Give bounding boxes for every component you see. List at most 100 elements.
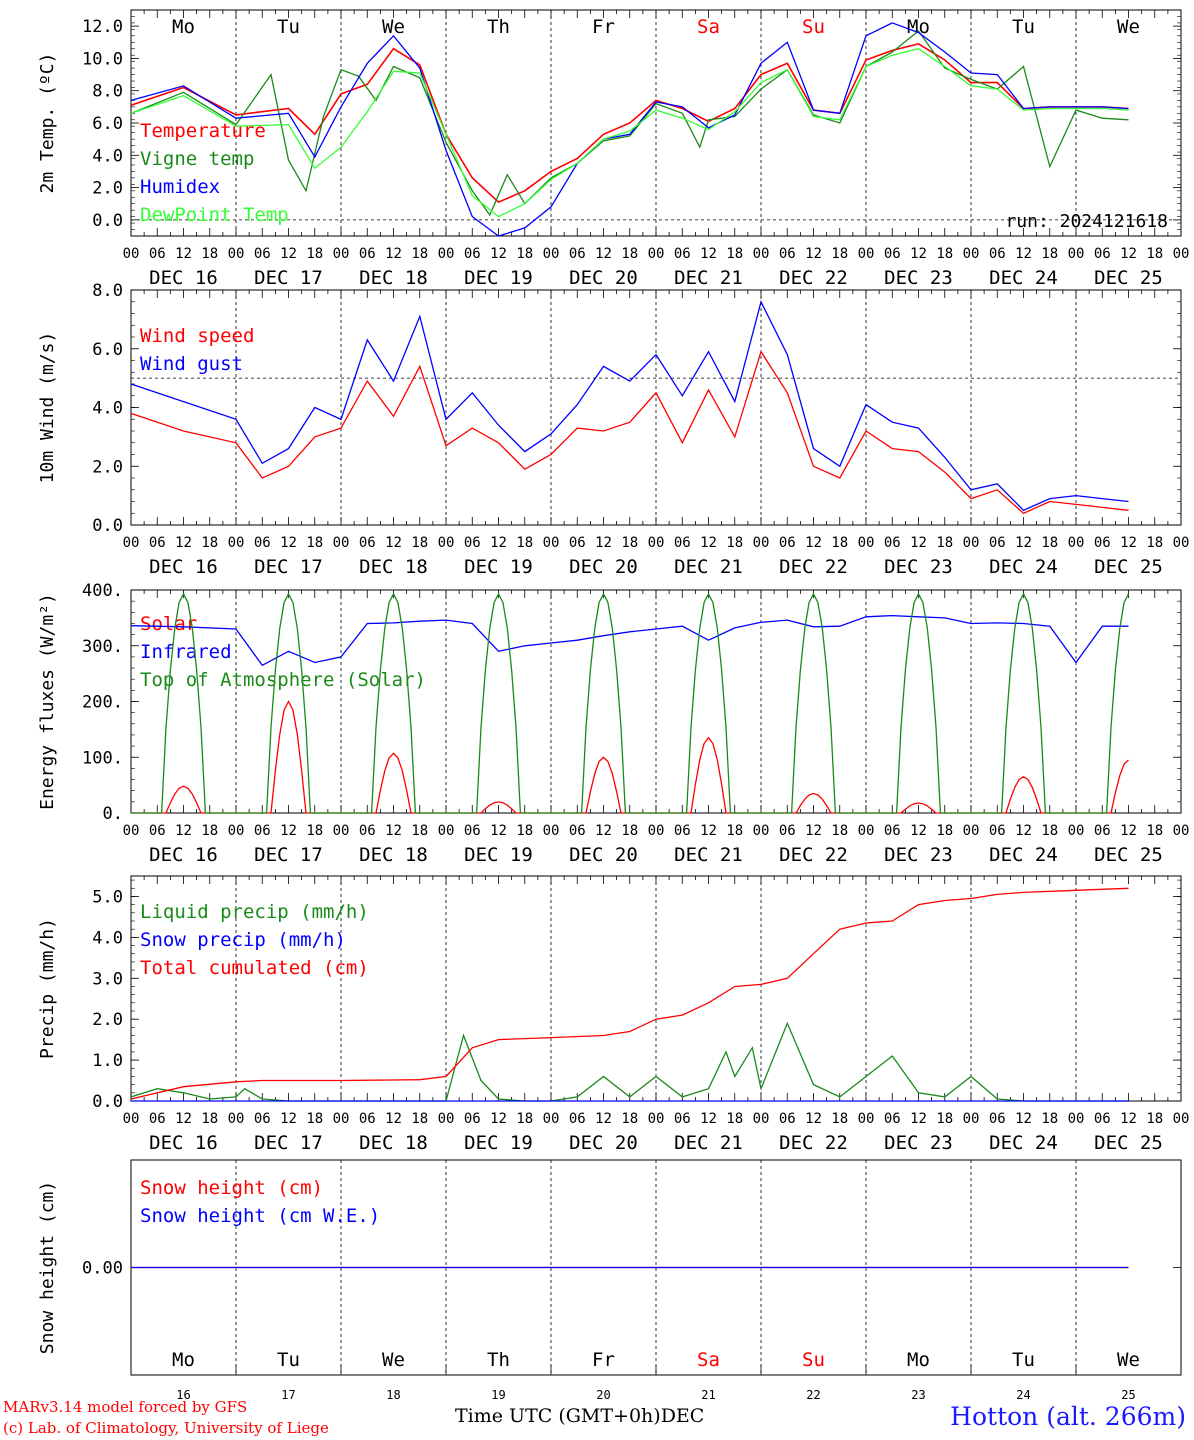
day-number: 19 (491, 1388, 505, 1402)
hour-label: 12 (910, 1111, 927, 1127)
hour-label: 18 (621, 1111, 638, 1127)
hour-label: 12 (1120, 823, 1137, 839)
series-line-dewpoint-temp (130, 47, 1129, 218)
hour-label: 00 (438, 823, 455, 839)
hour-label: 06 (989, 246, 1006, 262)
hour-label: 12 (805, 535, 822, 551)
hour-label: 06 (884, 246, 901, 262)
hour-label: 18 (411, 246, 428, 262)
day-number: 18 (386, 1388, 400, 1402)
hour-label: 18 (516, 535, 533, 551)
hour-label: 18 (306, 1111, 323, 1127)
hour-label: 06 (1094, 535, 1111, 551)
hour-label: 18 (726, 1111, 743, 1127)
lab-credit: (c) Lab. of Climatology, University of L… (3, 1419, 329, 1437)
date-label: DEC 19 (464, 267, 533, 289)
hour-label: 12 (805, 823, 822, 839)
hour-label: 18 (621, 823, 638, 839)
y-tick-label: 2.0 (92, 1010, 123, 1030)
hour-label: 00 (858, 246, 875, 262)
model-credit: MARv3.14 model forced by GFS (3, 1398, 248, 1416)
y-tick-label: 12.0 (82, 17, 123, 37)
y-tick-label: 100. (82, 748, 123, 768)
hour-label: 18 (831, 246, 848, 262)
hour-label: 00 (1068, 535, 1085, 551)
hour-label: 18 (411, 823, 428, 839)
legend-entry: Temperature (140, 120, 266, 142)
hour-label: 18 (1146, 535, 1163, 551)
legend-entry: DewPoint Temp (140, 204, 289, 226)
hour-label: 00 (123, 246, 140, 262)
hour-label: 18 (201, 535, 218, 551)
legend-entry: Wind gust (140, 353, 243, 375)
hour-label: 00 (648, 1111, 665, 1127)
day-label: Th (487, 1349, 510, 1371)
hour-label: 12 (490, 246, 507, 262)
y-tick-label: 1.0 (92, 1051, 123, 1071)
date-label: DEC 16 (149, 556, 218, 578)
date-label: DEC 20 (569, 556, 638, 578)
y-tick-label: 6.0 (92, 340, 123, 360)
date-label: DEC 25 (1094, 556, 1163, 578)
hour-label: 12 (1120, 1111, 1137, 1127)
hour-label: 00 (543, 823, 560, 839)
hour-label: 06 (149, 1111, 166, 1127)
x-axis-title: Time UTC (GMT+0h)DEC (455, 1405, 704, 1427)
hour-label: 06 (254, 246, 271, 262)
hour-label: 18 (306, 246, 323, 262)
hour-label: 00 (333, 535, 350, 551)
hour-label: 06 (884, 535, 901, 551)
day-label: We (1117, 16, 1140, 38)
y-tick-label: 400. (82, 581, 123, 601)
y-axis-label: Precip (mm/h) (37, 918, 58, 1059)
date-label: DEC 23 (884, 844, 953, 866)
y-tick-label: 5.0 (92, 887, 123, 907)
hour-label: 18 (936, 1111, 953, 1127)
hour-label: 06 (674, 246, 691, 262)
hour-label: 00 (1173, 823, 1190, 839)
day-number: 20 (596, 1388, 610, 1402)
hour-label: 12 (490, 535, 507, 551)
day-label: Mo (172, 1349, 195, 1371)
hour-label: 12 (385, 1111, 402, 1127)
day-label: Sa (697, 1349, 720, 1371)
hour-label: 06 (884, 823, 901, 839)
hour-label: 06 (779, 1111, 796, 1127)
y-tick-label: 8.0 (92, 82, 123, 102)
hour-label: 00 (753, 1111, 770, 1127)
legend-entry: Infrared (140, 641, 232, 663)
hour-label: 00 (228, 246, 245, 262)
hour-label: 18 (516, 823, 533, 839)
day-label: Su (802, 16, 825, 38)
day-label: Tu (1012, 1349, 1035, 1371)
hour-label: 06 (149, 246, 166, 262)
hour-label: 18 (1041, 1111, 1058, 1127)
hour-label: 00 (753, 246, 770, 262)
series-line-liquid-precip-mm-h- (130, 1021, 1129, 1102)
hour-label: 12 (490, 1111, 507, 1127)
day-label: We (382, 1349, 405, 1371)
hour-label: 12 (595, 1111, 612, 1127)
run-label: run: 2024121618 (1005, 211, 1168, 232)
hour-label: 18 (1041, 823, 1058, 839)
hour-label: 12 (595, 535, 612, 551)
hour-label: 00 (963, 535, 980, 551)
hour-label: 18 (831, 1111, 848, 1127)
hour-label: 06 (779, 823, 796, 839)
hour-label: 00 (543, 246, 560, 262)
hour-label: 12 (175, 823, 192, 839)
hour-label: 00 (543, 535, 560, 551)
hour-label: 00 (963, 246, 980, 262)
date-label: DEC 18 (359, 556, 428, 578)
hour-label: 00 (1173, 535, 1190, 551)
date-label: DEC 19 (464, 844, 533, 866)
hour-label: 06 (149, 535, 166, 551)
series-line-wind-gust (130, 299, 1129, 512)
date-label: DEC 21 (674, 1132, 743, 1154)
hour-label: 00 (438, 1111, 455, 1127)
date-label: DEC 22 (779, 556, 848, 578)
date-label: DEC 25 (1094, 844, 1163, 866)
day-number: 16 (176, 1388, 190, 1402)
hour-label: 00 (123, 1111, 140, 1127)
hour-label: 12 (175, 1111, 192, 1127)
